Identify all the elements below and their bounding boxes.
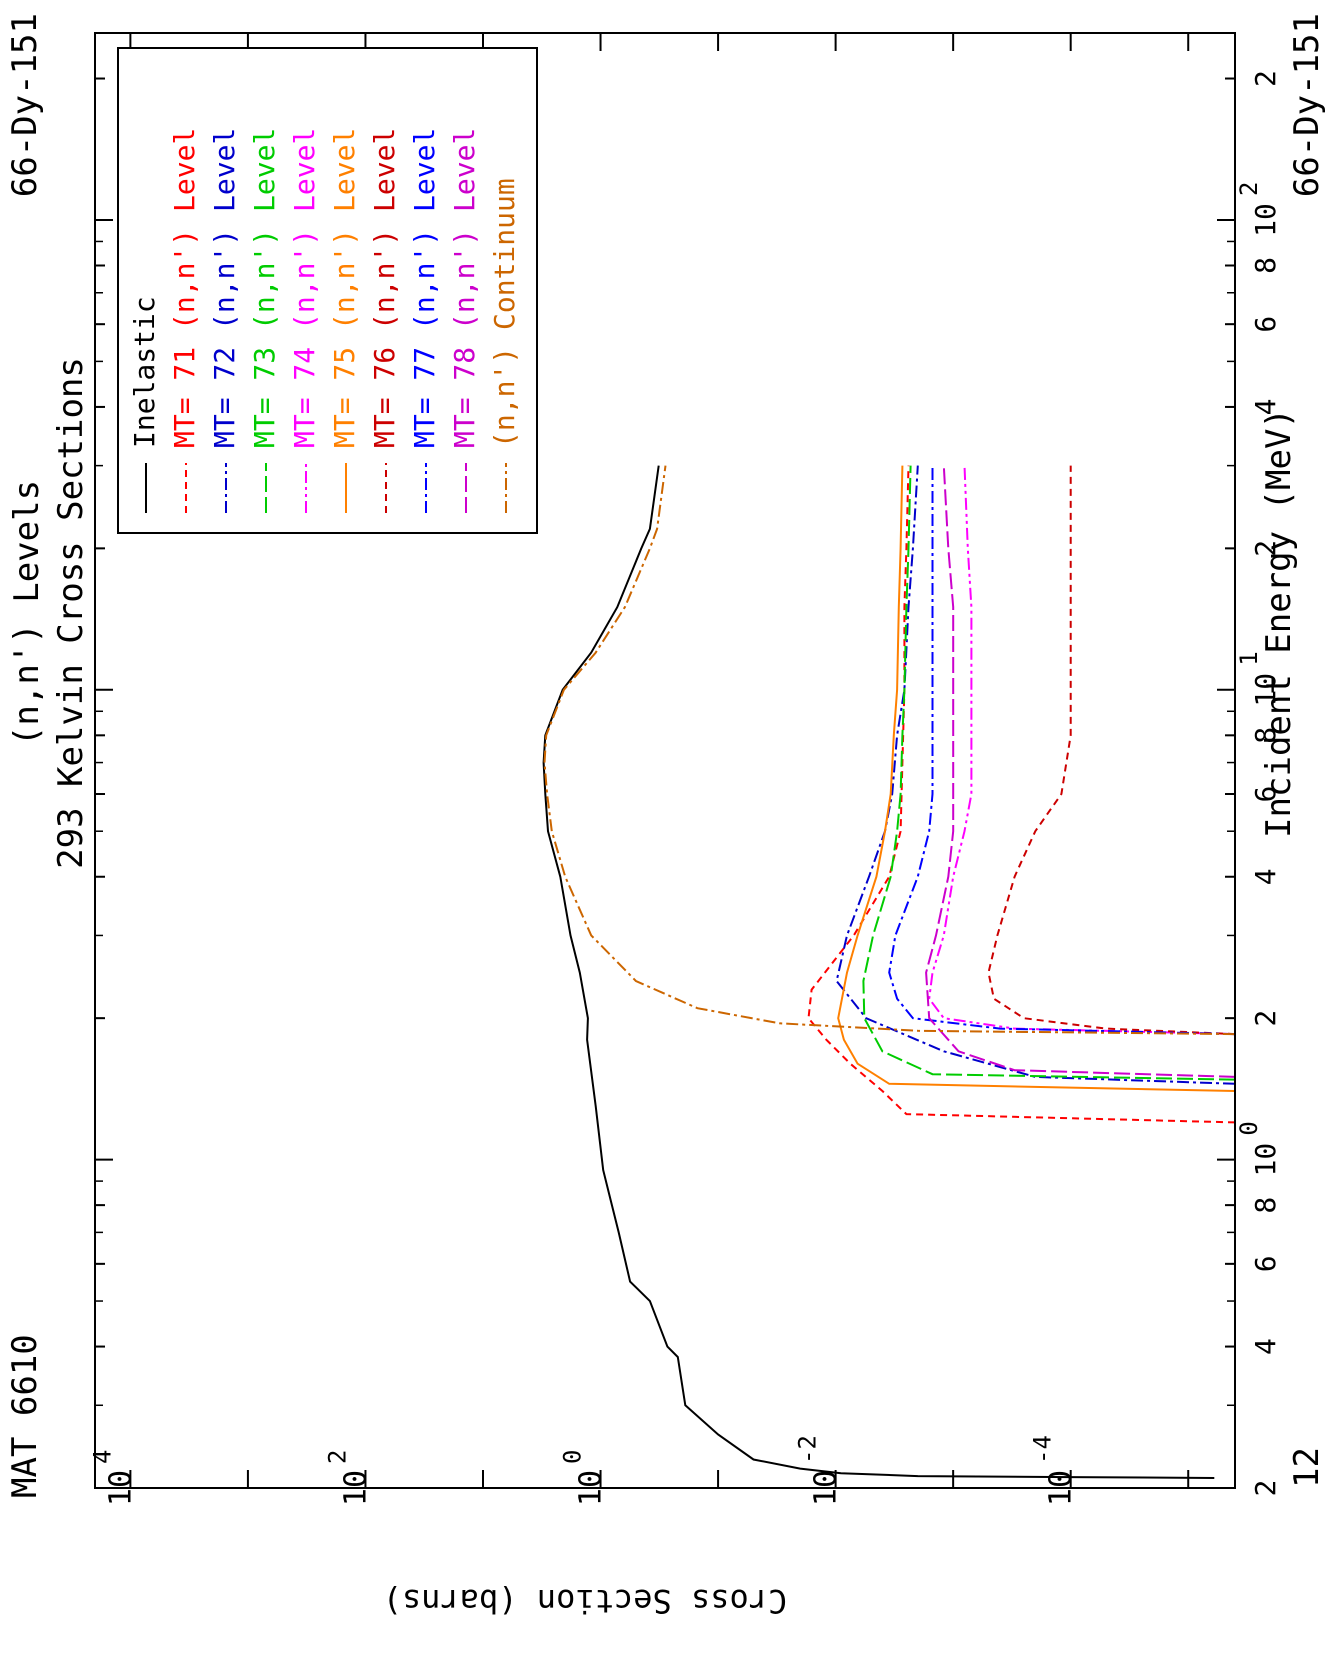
y-tick-exponent: -4 [1029, 1435, 1057, 1464]
data-series [542, 465, 1236, 1479]
chart-title-line1: (n,n') Levels [7, 480, 47, 746]
y-tick-label: 10 [103, 1470, 138, 1506]
legend-label: MT= 75 (n,n') Level [328, 128, 361, 448]
series-line-5 [837, 465, 1236, 1092]
series-line-8 [925, 465, 1236, 1078]
plot-frame [94, 32, 1236, 1489]
y-tick-label: 10 [338, 1470, 373, 1506]
x-tick-label: 4 [1249, 1338, 1282, 1355]
legend-box [117, 47, 538, 534]
y-tick-label: 10 [809, 1470, 844, 1506]
series-line-7 [888, 465, 1236, 1036]
x-tick-label: 4 [1249, 398, 1282, 415]
x-tick-exponent: 0 [1235, 1121, 1263, 1135]
y-tick-label-group: 100 [559, 1450, 609, 1507]
y-tick-exponent: -2 [794, 1435, 822, 1464]
y-tick-label: 10 [1044, 1470, 1079, 1506]
y-axis-title: Cross Section (barns) [383, 1582, 788, 1620]
series-line-4 [928, 465, 1236, 1036]
x-tick-label: 8 [1249, 727, 1282, 744]
x-tick-label: 8 [1249, 1197, 1282, 1214]
y-tick-label-group: 102 [323, 1450, 373, 1507]
x-tick-label: 2 [1249, 540, 1282, 557]
y-tick-label-group: 10-2 [794, 1435, 844, 1506]
legend-label: MT= 78 (n,n') Level [448, 128, 481, 448]
legend-label: MT= 71 (n,n') Level [168, 128, 201, 448]
x-tick-label: 10 [1249, 673, 1282, 707]
series-line-3 [862, 465, 1236, 1081]
legend-label: MT= 72 (n,n') Level [208, 128, 241, 448]
series-line-6 [987, 465, 1236, 1036]
x-axis-title: Incident Energy (MeV) [1259, 408, 1299, 838]
y-tick-label-group: 10-4 [1029, 1435, 1079, 1506]
legend-label: MT= 73 (n,n') Level [248, 128, 281, 448]
nuclide-label-top: 66-Dy-151 [5, 13, 45, 197]
y-tick-exponent: 0 [559, 1450, 587, 1464]
nuclide-label-bottom: 66-Dy-151 [1287, 13, 1327, 197]
legend-label: (n,n') Continuum [488, 178, 521, 448]
x-tick-label: 6 [1249, 316, 1282, 333]
series-line-1 [807, 465, 1236, 1124]
x-tick-label: 4 [1249, 868, 1282, 885]
x-tick-label: 2 [1249, 70, 1282, 87]
legend-label: MT= 76 (n,n') Level [368, 128, 401, 448]
x-tick-exponent: 1 [1235, 651, 1263, 665]
y-tick-exponent: 2 [323, 1450, 351, 1464]
x-tick-label: 2 [1249, 1480, 1282, 1497]
x-tick-label: 10 [1249, 203, 1282, 237]
y-tick-label-group: 104 [88, 1450, 138, 1507]
x-tick-label: 6 [1249, 786, 1282, 803]
chart-title-line2: 293 Kelvin Cross Sections [51, 357, 91, 869]
x-tick-exponent: 2 [1235, 182, 1263, 196]
mat-label: MAT 6610 [5, 1334, 45, 1498]
y-tick-label: 10 [574, 1470, 609, 1506]
x-tick-label: 10 [1249, 1143, 1282, 1177]
series-line-2 [835, 465, 1236, 1085]
x-tick-label: 2 [1249, 1010, 1282, 1027]
page-number: 12 [1287, 1447, 1327, 1488]
series-line-9 [543, 465, 1236, 1036]
x-tick-label: 8 [1249, 257, 1282, 274]
legend-label: MT= 74 (n,n') Level [288, 128, 321, 448]
series-line-0 [542, 465, 1215, 1479]
y-tick-exponent: 4 [88, 1450, 116, 1464]
legend-label: Inelastic [128, 296, 161, 448]
x-tick-label: 6 [1249, 1255, 1282, 1272]
legend-label: MT= 77 (n,n') Level [408, 128, 441, 448]
